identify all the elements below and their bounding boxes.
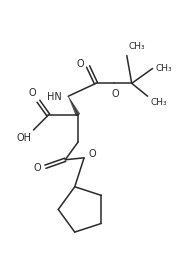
Text: CH₃: CH₃ (156, 64, 172, 73)
Text: O: O (111, 89, 119, 99)
Text: O: O (76, 60, 84, 69)
Text: O: O (34, 163, 41, 173)
Text: CH₃: CH₃ (151, 98, 167, 107)
Text: OH: OH (16, 133, 31, 143)
Text: CH₃: CH₃ (129, 42, 145, 51)
Text: O: O (29, 88, 36, 98)
Text: HN: HN (47, 92, 62, 102)
Text: O: O (88, 149, 96, 159)
